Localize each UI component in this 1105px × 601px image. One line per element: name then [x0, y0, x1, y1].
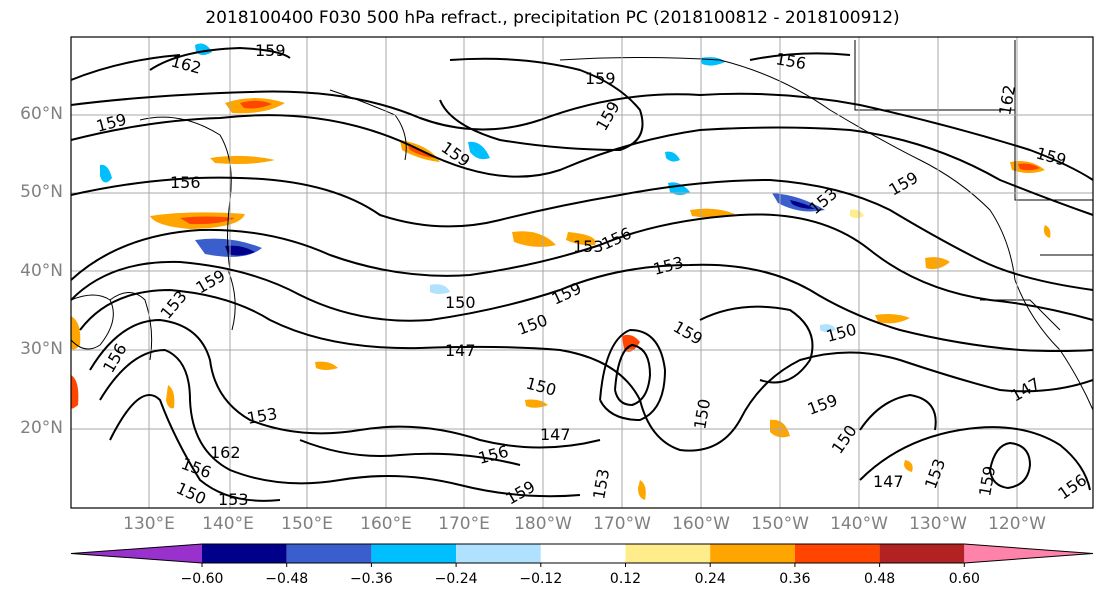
lon-label: 180°W — [514, 514, 572, 534]
colorbar-swatch — [964, 544, 1093, 563]
contour-label: 159 — [585, 69, 616, 88]
colorbar-label: −0.36 — [349, 571, 393, 587]
contour-label: 153 — [573, 237, 604, 256]
colorbar-swatch — [371, 544, 457, 563]
colorbar-swatch — [286, 544, 372, 563]
colorbar-label: 0.12 — [609, 571, 642, 587]
contour-label: 156 — [170, 173, 201, 192]
lon-label: 130°E — [123, 514, 175, 534]
contour-label: 162 — [210, 443, 241, 462]
lon-label: 150°W — [751, 514, 809, 534]
lon-label: 140°E — [202, 514, 254, 534]
lon-label: 170°W — [593, 514, 651, 534]
lon-label: 130°W — [909, 514, 967, 534]
colorbar-label: 0.36 — [779, 571, 811, 587]
coastlines — [70, 40, 1094, 411]
lon-label: 120°W — [988, 514, 1046, 534]
refractivity-contours — [70, 46, 1094, 502]
lon-label: 170°E — [438, 514, 490, 534]
colorbar-label: −0.12 — [519, 571, 563, 587]
contour-label: 150 — [445, 293, 476, 312]
lon-label: 160°W — [672, 514, 730, 534]
colorbar-label: −0.60 — [180, 571, 224, 587]
colorbar-swatch — [794, 544, 880, 563]
contour-label: 147 — [873, 472, 904, 491]
colorbar-label: 0.24 — [694, 571, 726, 587]
lat-label: 60°N — [20, 104, 63, 124]
colorbar-swatch — [625, 544, 711, 563]
contour-label: 159 — [255, 41, 286, 60]
colorbar-label: 0.48 — [864, 571, 896, 587]
plot-frame — [70, 36, 1094, 509]
lon-label: 160°E — [360, 514, 412, 534]
lat-label: 20°N — [20, 418, 63, 438]
colorbar-swatch — [71, 544, 202, 563]
lon-label: 140°W — [830, 514, 888, 534]
lat-label: 40°N — [20, 261, 63, 281]
colorbar-swatch — [710, 544, 795, 563]
colorbar-swatch — [202, 544, 287, 563]
colorbar-label: 0.60 — [948, 571, 980, 587]
colorbar-swatch — [456, 544, 541, 563]
colorbar-swatch — [879, 544, 965, 563]
lat-label: 30°N — [20, 339, 63, 359]
contour-label: 147 — [445, 341, 476, 360]
contour-label: 147 — [540, 425, 571, 444]
gridlines — [71, 37, 1093, 508]
contour-label: 153 — [218, 490, 249, 509]
map-title: 2018100400 F030 500 hPa refract., precip… — [205, 8, 900, 28]
colorbar-label: −0.48 — [265, 571, 309, 587]
lon-label: 150°E — [281, 514, 333, 534]
colorbar-swatch — [540, 544, 626, 563]
colorbar — [70, 543, 1094, 567]
colorbar-label: −0.24 — [434, 571, 478, 587]
lat-label: 50°N — [20, 182, 63, 202]
